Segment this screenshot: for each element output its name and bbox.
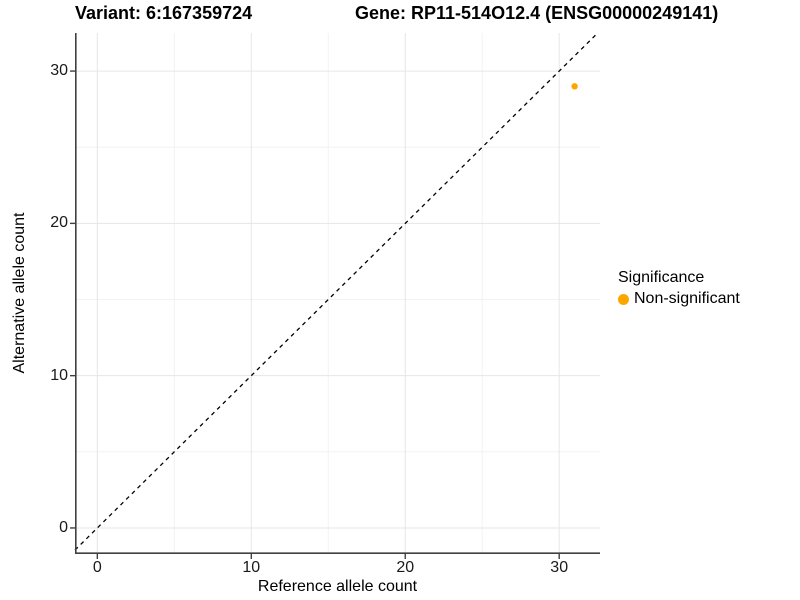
y-axis-title: Alternative allele count xyxy=(11,212,28,374)
scatter-plot-canvas xyxy=(70,32,600,559)
x-tick-label: 0 xyxy=(92,559,102,576)
x-tick-label: 10 xyxy=(242,559,261,576)
y-tick-label: 20 xyxy=(50,214,68,232)
plot-panel xyxy=(70,32,600,559)
y-tick-label: 10 xyxy=(50,366,68,384)
legend-item: Non-significant xyxy=(618,290,740,308)
x-tick-label: 20 xyxy=(396,559,415,576)
legend-item-label: Non-significant xyxy=(634,290,740,307)
legend: Significance Non-significant xyxy=(618,269,740,308)
legend-point-icon xyxy=(618,293,629,305)
plot-title-gene: Gene: RP11-514O12.4 (ENSG00000249141) xyxy=(355,3,719,23)
plot-title-variant: Variant: 6:167359724 xyxy=(75,3,253,23)
x-tick-label: 30 xyxy=(550,559,569,576)
y-tick-label: 30 xyxy=(50,62,68,80)
legend-title: Significance xyxy=(618,269,705,286)
y-axis-tick-labels: 0 10 20 30 xyxy=(26,33,68,554)
x-axis-title: Reference allele count xyxy=(257,578,418,595)
identity-line xyxy=(74,32,599,551)
y-tick-label: 0 xyxy=(59,518,68,536)
data-point xyxy=(571,83,578,90)
x-axis-tick-labels: 0 10 20 30 xyxy=(75,559,600,579)
